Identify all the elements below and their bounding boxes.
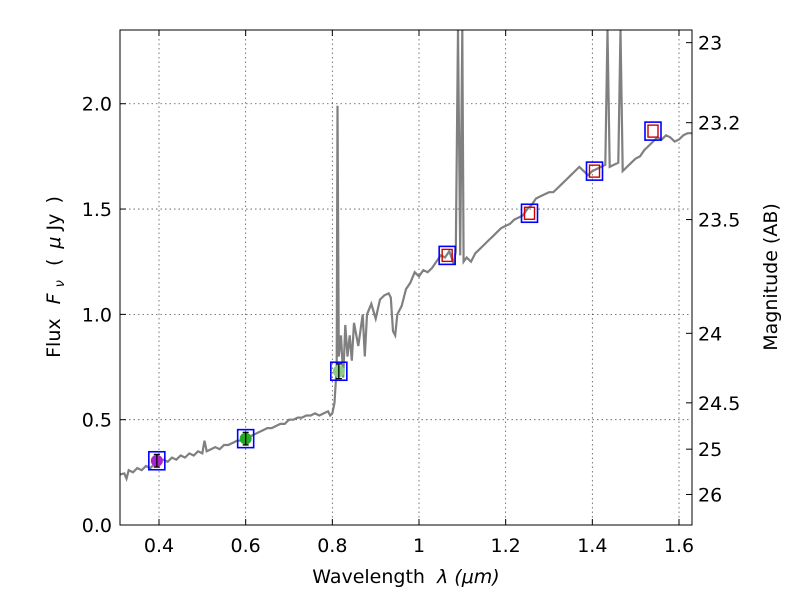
y2-axis-title: Magnitude (AB)	[760, 203, 782, 351]
magnitude-tick-label: 23.2	[698, 113, 740, 135]
model-flux-box	[330, 361, 348, 382]
model-flux-box	[236, 428, 255, 449]
x-tick-label: 1.4	[577, 535, 607, 557]
photometry-point	[236, 428, 255, 449]
y-axis-title-mu: μ	[43, 236, 65, 249]
y-tick-label: 0.0	[82, 515, 112, 537]
upper-limit-box	[647, 124, 659, 138]
y-tick-label: 1.5	[82, 199, 112, 221]
grid-lines	[120, 30, 692, 526]
y-axis-title-subscript: ν	[53, 280, 68, 287]
magnitude-ticks: 23 23.2 23.5 24 24.5 25 26	[686, 33, 740, 506]
y-axis-title-text: Flux	[43, 318, 65, 358]
model-flux-box	[438, 245, 456, 266]
photometry-point	[438, 245, 456, 266]
photometry-point	[644, 121, 662, 141]
x-ticks: 0.4 0.6 0.8 1 1.2 1.4 1.6	[144, 30, 694, 557]
y-axis-title-symbol: F	[43, 292, 65, 304]
x-axis-title-text: Wavelength	[312, 566, 425, 588]
magnitude-tick-label: 25	[698, 439, 722, 461]
x-tick-label: 1.2	[491, 535, 521, 557]
photometry-points	[148, 121, 662, 471]
x-tick-label: 0.8	[317, 535, 347, 557]
plot-frame	[119, 29, 693, 526]
y-ticks: 0.0 0.5 1.0 1.5 2.0	[82, 94, 126, 537]
x-axis-title-math: λ (μm)	[436, 566, 500, 588]
upper-limit-box	[441, 248, 453, 263]
magnitude-tick-label: 24	[698, 323, 722, 345]
y-axis-title-paren-close: )	[43, 196, 65, 203]
magnitude-tick-label: 23.5	[698, 210, 740, 232]
y-tick-label: 2.0	[82, 94, 112, 116]
photometry-point	[520, 203, 539, 224]
y-tick-label: 0.5	[82, 410, 112, 432]
photometry-point	[585, 161, 604, 181]
magnitude-tick-label: 24.5	[698, 393, 740, 415]
x-axis-title: Wavelength λ (μm)	[312, 566, 499, 588]
x-tick-label: 0.6	[231, 535, 261, 557]
spectrum-series	[119, 29, 692, 483]
x-tick-label: 1.6	[664, 535, 694, 557]
upper-limit-box	[523, 206, 536, 220]
y-axis-title-paren-open: (	[43, 259, 65, 266]
model-flux-box	[644, 121, 662, 141]
model-flux-box	[585, 161, 604, 181]
upper-limit-box	[588, 164, 601, 178]
magnitude-tick-label: 23	[698, 33, 722, 55]
x-tick-label: 0.4	[144, 535, 174, 557]
model-flux-box	[148, 450, 166, 471]
x-tick-label: 1	[413, 535, 425, 557]
spectrum-line	[119, 29, 692, 483]
y-axis-title-unit: Jy	[43, 214, 65, 232]
photometry-point	[330, 361, 348, 382]
y-axis-title: Flux F ν ( μ Jy )	[43, 196, 69, 358]
model-flux-box	[520, 203, 539, 224]
magnitude-tick-label: 26	[698, 484, 722, 506]
y-tick-label: 1.0	[82, 304, 112, 326]
photometry-point	[148, 450, 166, 471]
